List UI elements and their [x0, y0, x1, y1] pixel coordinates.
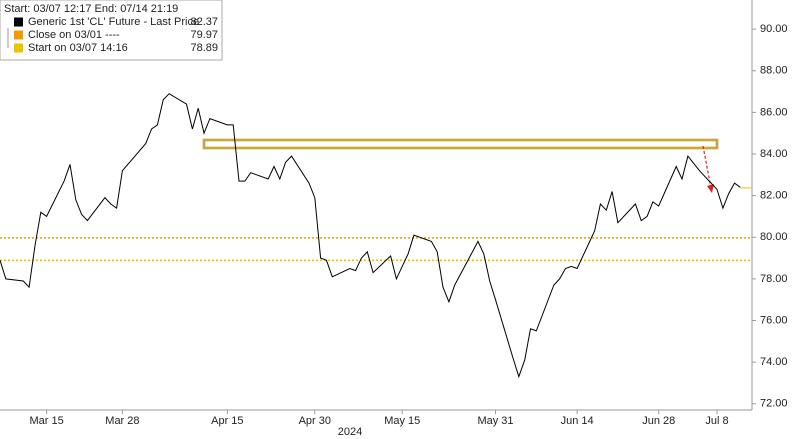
x-tick-label: Apr 30 [299, 415, 331, 427]
legend-header: Start: 03/07 12:17 End: 07/14 21:19 [4, 3, 178, 15]
legend-label: Start on 03/07 14:16 [28, 42, 128, 54]
legend-value: 79.97 [190, 29, 218, 41]
arrow-head [707, 184, 714, 193]
x-tick-label: Jul 8 [705, 415, 728, 427]
y-tick-label: 78.00 [760, 273, 788, 285]
y-tick-label: 76.00 [760, 314, 788, 326]
legend-box [0, 0, 223, 61]
legend-swatch [14, 17, 23, 27]
legend-swatch [14, 30, 23, 40]
legend: Start: 03/07 12:17 End: 07/14 21:19 Gene… [0, 0, 223, 61]
x-tick-label: Mar 28 [105, 415, 139, 427]
y-tick-label: 90.00 [760, 23, 788, 35]
x-tick-label: Apr 15 [211, 415, 243, 427]
x-tick-label: Mar 15 [30, 415, 64, 427]
y-tick-label: 84.00 [760, 148, 788, 160]
y-tick-label: 88.00 [760, 65, 788, 77]
legend-label: Generic 1st 'CL' Future - Last Price [28, 16, 199, 28]
price-line [0, 93, 741, 379]
y-tick-label: 72.00 [760, 398, 788, 410]
legend-swatch [14, 43, 23, 53]
x-tick-label: Jun 28 [642, 415, 675, 427]
y-tick-label: 82.00 [760, 190, 788, 202]
y-tick-label: 80.00 [760, 231, 788, 243]
x-tick-label: May 15 [384, 415, 420, 427]
legend-label: Close on 03/01 ---- [28, 29, 120, 41]
x-tick-label: Jun 14 [561, 415, 594, 427]
highlight-band-outline [203, 139, 718, 149]
legend-value: 82.37 [190, 16, 218, 28]
year-label: 2024 [338, 426, 362, 438]
y-tick-label: 74.00 [760, 356, 788, 368]
legend-value: 78.89 [190, 42, 218, 54]
x-tick-label: May 31 [477, 415, 513, 427]
y-tick-label: 86.00 [760, 106, 788, 118]
